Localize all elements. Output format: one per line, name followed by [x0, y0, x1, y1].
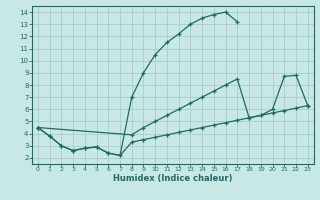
- X-axis label: Humidex (Indice chaleur): Humidex (Indice chaleur): [113, 174, 233, 183]
